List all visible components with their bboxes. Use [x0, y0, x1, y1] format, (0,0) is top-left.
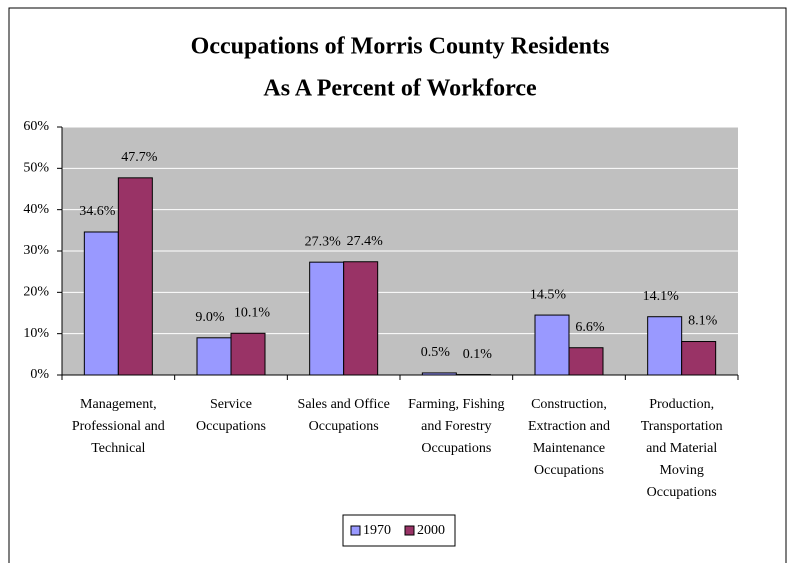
y-tick-label: 50% [23, 161, 49, 176]
bar [681, 341, 717, 376]
x-tick-label-line: Occupations [309, 419, 379, 434]
y-tick-label: 40% [23, 202, 49, 217]
chart-subtitle: As A Percent of Workforce [263, 76, 537, 102]
bar [309, 261, 345, 376]
x-tick-label: Construction, Extraction and Maintenance Oc… [528, 397, 610, 478]
x-tick-label-line: Sales and Office [298, 397, 390, 412]
x-tick-label-line: Occupations [647, 485, 717, 500]
x-tick-label-line: and Forestry [421, 419, 491, 434]
x-tick-label-line: Transportation [641, 419, 723, 434]
data-label: 8.1% [688, 314, 718, 329]
data-label: 9.0% [195, 310, 225, 325]
x-tick-label: Production, Transportation and Material Mov… [641, 397, 723, 500]
legend-label: 2000 [417, 523, 445, 538]
data-label: 27.4% [347, 234, 384, 249]
chart-title: Occupations of Morris County Residents [191, 34, 610, 60]
legend-swatch [350, 525, 361, 536]
x-tick-label-line: Production, [649, 397, 714, 412]
y-tick-label: 30% [23, 243, 49, 258]
data-label: 27.3% [305, 234, 342, 249]
x-tick-label-line: Professional and [72, 419, 165, 434]
x-tick-label-line: Technical [91, 441, 145, 456]
x-tick-label: Farming, Fishing and Forestry Occupations [408, 397, 504, 456]
y-tick-label: 60% [23, 119, 49, 134]
x-tick-label-line: Occupations [421, 441, 491, 456]
legend-label: 1970 [363, 523, 391, 538]
x-tick-label-line: Service [210, 397, 252, 412]
x-tick-label-line: and Material [646, 441, 717, 456]
x-tick-label-line: Maintenance [533, 441, 605, 456]
x-tick-label: Management, Professional and Technical [72, 397, 165, 456]
x-tick-label-line: Occupations [534, 463, 604, 478]
x-tick-label: Sales and Office Occupations [298, 397, 390, 434]
y-tick-label: 10% [23, 326, 49, 341]
data-label: 0.1% [463, 347, 493, 362]
bar [230, 332, 266, 376]
x-tick-label-line: Management, [80, 397, 157, 412]
data-label: 10.1% [234, 305, 271, 320]
data-label: 6.6% [575, 320, 605, 335]
bar [534, 314, 570, 376]
data-label: 47.7% [121, 150, 158, 165]
bar [117, 177, 153, 376]
bar [647, 316, 683, 376]
data-label: 0.5% [421, 345, 451, 360]
bar [196, 337, 232, 376]
bar [421, 372, 457, 376]
data-label: 34.6% [79, 204, 116, 219]
bar [568, 347, 604, 376]
bar [83, 231, 119, 376]
x-tick-label-line: Farming, Fishing [408, 397, 504, 412]
x-tick-label-line: Construction, [531, 397, 607, 412]
data-label: 14.1% [643, 289, 680, 304]
legend-swatch [404, 525, 415, 536]
legend-box [342, 514, 456, 547]
data-label: 14.5% [530, 287, 567, 302]
x-tick-label-line: Extraction and [528, 419, 610, 434]
y-tick-label: 0% [30, 367, 49, 382]
bar [343, 261, 379, 376]
x-tick-label-line: Moving [659, 463, 703, 478]
y-tick-label: 20% [23, 285, 49, 300]
x-tick-label-line: Occupations [196, 419, 266, 434]
x-tick-label: Service Occupations [196, 397, 266, 434]
